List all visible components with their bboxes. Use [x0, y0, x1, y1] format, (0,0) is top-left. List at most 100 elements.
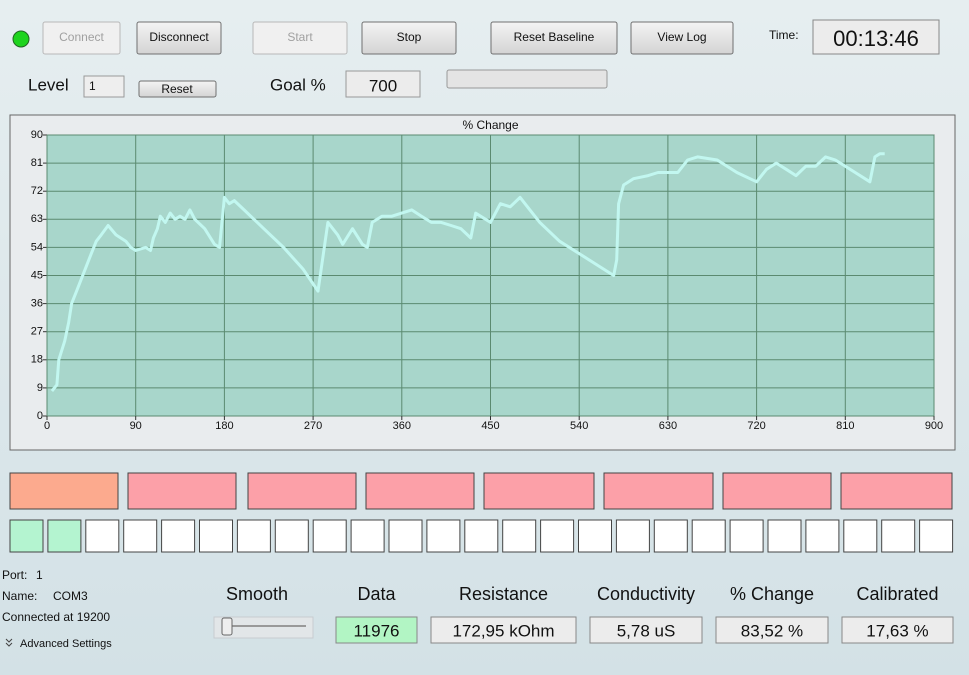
readout-label: Conductivity	[597, 584, 695, 604]
indicator	[840, 472, 953, 510]
indicator	[365, 472, 475, 510]
button[interactable]	[361, 21, 457, 55]
readout-value: 83,52 %	[741, 621, 803, 640]
step-box	[85, 519, 120, 553]
step-box	[47, 519, 82, 553]
level-input[interactable]	[83, 75, 125, 98]
x-tick-label: 900	[925, 420, 943, 432]
x-tick-label: 270	[304, 420, 322, 432]
button-label: Connect	[59, 30, 104, 44]
port-value: 1	[36, 568, 43, 582]
step-box	[729, 519, 764, 553]
y-tick-label: 18	[31, 354, 43, 366]
x-tick-label: 630	[659, 420, 677, 432]
name-value: COM3	[53, 589, 88, 603]
step-box	[881, 519, 916, 553]
slider-track-bg	[213, 616, 314, 639]
readout-box	[715, 616, 829, 644]
port-label: Port:	[2, 568, 27, 582]
goal-value: 700	[369, 76, 397, 95]
step-box	[388, 519, 423, 553]
x-tick-label: 0	[44, 420, 50, 432]
y-tick-label: 54	[31, 241, 43, 253]
readout-value: 17,63 %	[866, 621, 928, 640]
name-label: Name:	[2, 589, 37, 603]
button-label: View Log	[657, 30, 706, 44]
readout-label: Resistance	[459, 584, 548, 604]
x-tick-label: 720	[747, 420, 765, 432]
smooth-label: Smooth	[226, 584, 288, 604]
step-box	[843, 519, 878, 553]
step-box	[236, 519, 271, 553]
step-box	[653, 519, 688, 553]
step-box	[767, 519, 802, 553]
readout-label: Data	[357, 584, 396, 604]
step-box	[123, 519, 158, 553]
y-tick-label: 45	[31, 269, 43, 281]
x-tick-label: 810	[836, 420, 854, 432]
indicator	[9, 472, 119, 510]
indicator	[247, 472, 357, 510]
chart-title: % Change	[462, 118, 518, 132]
button-label: Stop	[397, 30, 422, 44]
readout-value: 11976	[353, 621, 399, 640]
button-label: Disconnect	[149, 30, 209, 44]
slider-thumb[interactable]	[221, 617, 233, 636]
button[interactable]	[136, 21, 222, 55]
button-label: Start	[287, 30, 313, 44]
indicator	[722, 472, 832, 510]
indicator	[483, 472, 595, 510]
y-tick-label: 63	[31, 213, 43, 225]
step-box	[9, 519, 44, 553]
button[interactable]	[42, 21, 121, 55]
x-tick-label: 450	[481, 420, 499, 432]
data-line	[50, 152, 885, 392]
step-box	[540, 519, 575, 553]
y-tick-label: 90	[31, 129, 43, 141]
step-box	[502, 519, 537, 553]
readout-box	[335, 616, 418, 644]
progress-bar	[446, 69, 608, 89]
button[interactable]	[138, 80, 217, 98]
readout-label: % Change	[730, 584, 814, 604]
y-tick-label: 81	[31, 157, 43, 169]
button[interactable]	[630, 21, 734, 55]
goal-box	[345, 70, 421, 98]
readout-label: Calibrated	[856, 584, 938, 604]
readout-box	[841, 616, 954, 644]
time-box	[812, 19, 940, 55]
x-tick-label: 90	[130, 420, 142, 432]
time-label: Time:	[769, 28, 799, 42]
readout-box	[589, 616, 703, 644]
goal-label: Goal %	[270, 75, 326, 94]
button-label: Reset	[161, 82, 193, 96]
step-box	[199, 519, 233, 553]
x-tick-label: 360	[393, 420, 411, 432]
readout-value: 5,78 uS	[617, 621, 676, 640]
button-label: Reset Baseline	[514, 30, 595, 44]
step-box	[919, 519, 954, 553]
button[interactable]	[252, 21, 348, 55]
step-box	[274, 519, 309, 553]
y-tick-label: 9	[37, 382, 43, 394]
step-box	[161, 519, 196, 553]
step-box	[615, 519, 650, 553]
step-box	[805, 519, 840, 553]
y-tick-label: 36	[31, 298, 43, 310]
chevron[interactable]	[5, 638, 13, 647]
x-tick-label: 540	[570, 420, 588, 432]
step-box	[578, 519, 612, 553]
step-box	[426, 519, 461, 553]
readout-box	[430, 616, 577, 644]
y-tick-label: 0	[37, 410, 43, 422]
advanced-settings: Advanced Settings	[20, 638, 112, 650]
level-value: 1	[89, 79, 96, 93]
level-label: Level	[28, 75, 69, 94]
y-tick-label: 27	[31, 326, 43, 338]
button[interactable]	[490, 21, 618, 55]
indicator	[127, 472, 237, 510]
step-box	[350, 519, 385, 553]
time-value: 00:13:46	[833, 26, 919, 51]
status-led	[12, 30, 30, 48]
